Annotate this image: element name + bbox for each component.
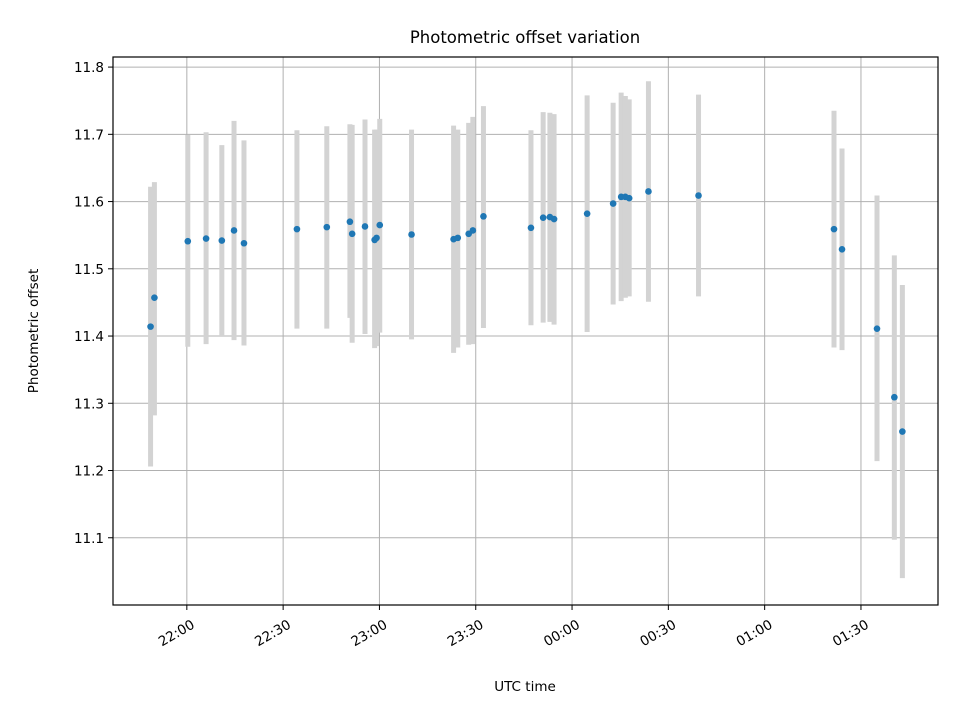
data-point	[550, 215, 558, 223]
data-point	[348, 230, 356, 238]
data-point	[151, 294, 158, 302]
data-point	[240, 239, 248, 247]
data-point	[230, 227, 238, 234]
data-point	[147, 323, 154, 330]
data-point	[583, 210, 591, 217]
data-point	[376, 221, 384, 229]
data-point	[202, 235, 210, 242]
y-tick-label: 11.5	[74, 262, 104, 278]
data-point	[469, 227, 477, 234]
y-axis-label: Photometric offset	[26, 269, 42, 393]
data-point	[891, 393, 898, 401]
data-point	[454, 234, 462, 242]
y-tick-label: 11.4	[74, 329, 104, 345]
grid-lines	[113, 57, 938, 605]
y-tick-label: 11.1	[74, 531, 104, 547]
y-tick-label: 11.3	[74, 396, 104, 412]
data-point	[899, 428, 906, 435]
data-points	[147, 188, 906, 435]
data-point	[645, 188, 652, 195]
chart-title: Photometric offset variation	[410, 28, 640, 47]
y-tick-label: 11.6	[74, 195, 104, 211]
data-point	[539, 214, 547, 222]
y-tick-label: 11.2	[74, 464, 104, 480]
y-tick-label: 11.8	[74, 60, 104, 76]
data-point	[361, 223, 369, 230]
data-point	[609, 200, 617, 207]
data-point	[873, 325, 881, 332]
data-point	[346, 218, 354, 226]
data-point	[830, 225, 838, 233]
data-point	[323, 223, 331, 231]
data-point	[838, 246, 846, 253]
data-point	[527, 224, 535, 232]
data-point	[373, 234, 380, 242]
data-point	[218, 237, 226, 244]
data-point	[695, 192, 702, 199]
data-point	[293, 225, 301, 233]
data-point	[480, 213, 487, 220]
y-tick-label: 11.7	[74, 127, 104, 143]
x-axis-label: UTC time	[494, 679, 556, 695]
plot-frame	[112, 56, 939, 606]
y-axis-ticks: 11.1 11.2 11.3 11.4 11.5 11.6 11.7 11.8	[74, 60, 113, 547]
data-point	[184, 237, 192, 245]
data-point	[625, 194, 633, 202]
data-point	[408, 231, 415, 238]
